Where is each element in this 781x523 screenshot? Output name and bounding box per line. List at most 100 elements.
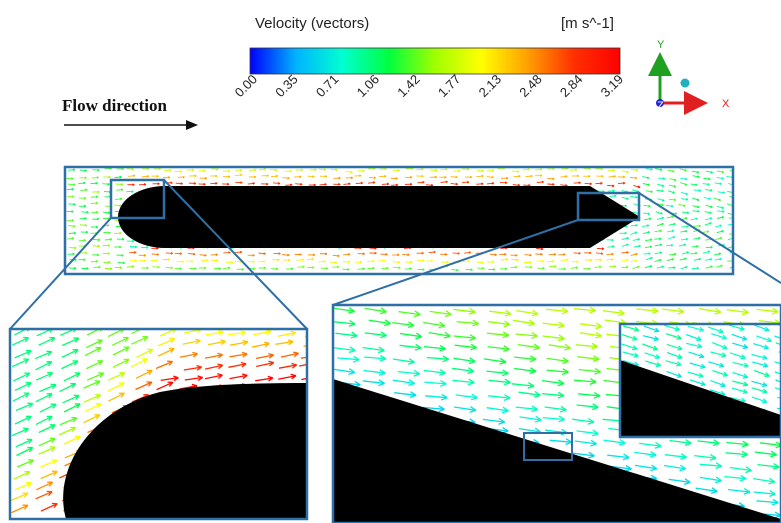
velocity-vector xyxy=(368,319,391,325)
velocity-vector xyxy=(512,170,520,173)
velocity-vector-head xyxy=(674,178,677,182)
velocity-vector-head xyxy=(635,224,638,227)
velocity-vector xyxy=(536,260,544,262)
velocity-vector xyxy=(667,230,675,233)
velocity-vector-head xyxy=(659,258,662,262)
nose-hull xyxy=(63,383,307,519)
velocity-vector-head xyxy=(743,362,749,368)
velocity-vector-head xyxy=(71,219,74,222)
velocity-vector-head xyxy=(119,245,122,249)
velocity-vector-head xyxy=(674,326,680,332)
axis-y-label: Y xyxy=(657,39,665,51)
velocity-vector-head xyxy=(157,265,160,269)
velocity-vector xyxy=(343,183,351,185)
velocity-vector xyxy=(710,379,726,387)
velocity-vector xyxy=(689,362,706,368)
velocity-vector xyxy=(579,323,602,328)
velocity-vector xyxy=(668,478,691,484)
velocity-vector xyxy=(68,203,76,205)
velocity-vector-head xyxy=(650,168,653,171)
velocity-vector-head xyxy=(634,176,638,180)
velocity-vector-head xyxy=(380,331,387,339)
velocity-vector-head xyxy=(587,451,595,459)
velocity-vector-head xyxy=(686,211,690,215)
velocity-vector xyxy=(207,340,226,346)
velocity-vector-head xyxy=(240,181,243,184)
velocity-vector xyxy=(333,307,355,313)
velocity-vector-head xyxy=(661,189,664,193)
velocity-vector xyxy=(645,257,653,261)
velocity-vector xyxy=(392,321,415,327)
velocity-vector-head xyxy=(167,381,174,387)
velocity-vector-head xyxy=(372,266,375,270)
velocity-vector-head xyxy=(97,168,100,172)
velocity-vector-head xyxy=(720,264,723,268)
velocity-vector xyxy=(644,352,660,359)
velocity-vector-head xyxy=(253,168,257,172)
velocity-vector-head xyxy=(528,319,536,327)
velocity-vector-head xyxy=(762,398,768,404)
velocity-vector xyxy=(156,381,174,391)
velocity-vector-head xyxy=(109,238,113,241)
velocity-vector-head xyxy=(277,258,280,262)
velocity-vector xyxy=(83,394,101,403)
velocity-vector xyxy=(67,183,75,186)
velocity-vector-head xyxy=(674,212,678,215)
velocity-vector xyxy=(756,308,779,313)
velocity-vector-head xyxy=(377,346,385,354)
velocity-vector xyxy=(699,476,722,482)
velocity-vector-head xyxy=(252,254,255,257)
velocity-vector xyxy=(392,261,400,263)
velocity-vector xyxy=(11,492,29,501)
velocity-vector-head xyxy=(539,168,543,171)
velocity-vector xyxy=(429,169,437,171)
velocity-vector-head xyxy=(557,321,565,329)
velocity-vector xyxy=(428,251,436,254)
velocity-vector xyxy=(595,252,604,255)
velocity-vector xyxy=(727,183,733,186)
velocity-vector xyxy=(489,310,512,315)
velocity-vector-head xyxy=(95,403,102,409)
velocity-vector-head xyxy=(215,174,218,178)
velocity-vector xyxy=(668,223,676,226)
velocity-vector xyxy=(560,175,568,178)
velocity-vector-head xyxy=(455,182,458,186)
velocity-vector-head xyxy=(268,352,274,359)
velocity-vector-head xyxy=(554,264,557,268)
velocity-vector-head xyxy=(86,210,89,214)
velocity-vector-head xyxy=(745,466,752,474)
velocity-vector xyxy=(135,381,153,391)
velocity-vector xyxy=(621,243,629,247)
velocity-vector xyxy=(731,387,748,394)
velocity-vector xyxy=(182,339,201,345)
velocity-vector-head xyxy=(683,204,686,207)
velocity-vector xyxy=(714,182,722,185)
velocity-vector-head xyxy=(315,493,320,498)
velocity-vector xyxy=(275,340,294,345)
velocity-vector-head xyxy=(97,360,104,366)
velocity-vector xyxy=(621,333,638,341)
velocity-vector xyxy=(63,372,81,382)
velocity-vector xyxy=(573,182,581,184)
velocity-vector-head xyxy=(722,371,729,377)
velocity-vector-head xyxy=(503,320,511,328)
velocity-vector xyxy=(577,356,600,360)
velocity-vector xyxy=(455,394,478,399)
velocity-vector xyxy=(78,239,86,242)
velocity-vector-head xyxy=(146,245,149,249)
colorbar-tick-label: 1.42 xyxy=(394,72,423,101)
velocity-vector-head xyxy=(589,182,592,186)
velocity-vector xyxy=(422,406,445,410)
velocity-vector-head xyxy=(591,429,599,437)
velocity-vector xyxy=(548,344,571,349)
velocity-vector-head xyxy=(241,373,248,380)
velocity-vector xyxy=(522,168,530,171)
velocity-vector-head xyxy=(95,346,102,353)
velocity-vector-head xyxy=(739,325,745,331)
velocity-vector xyxy=(488,395,511,399)
velocity-vector-head xyxy=(721,230,724,233)
velocity-vector-head xyxy=(696,266,699,270)
velocity-vector xyxy=(636,308,659,312)
velocity-vector xyxy=(678,203,686,207)
velocity-vector-head xyxy=(626,243,629,247)
